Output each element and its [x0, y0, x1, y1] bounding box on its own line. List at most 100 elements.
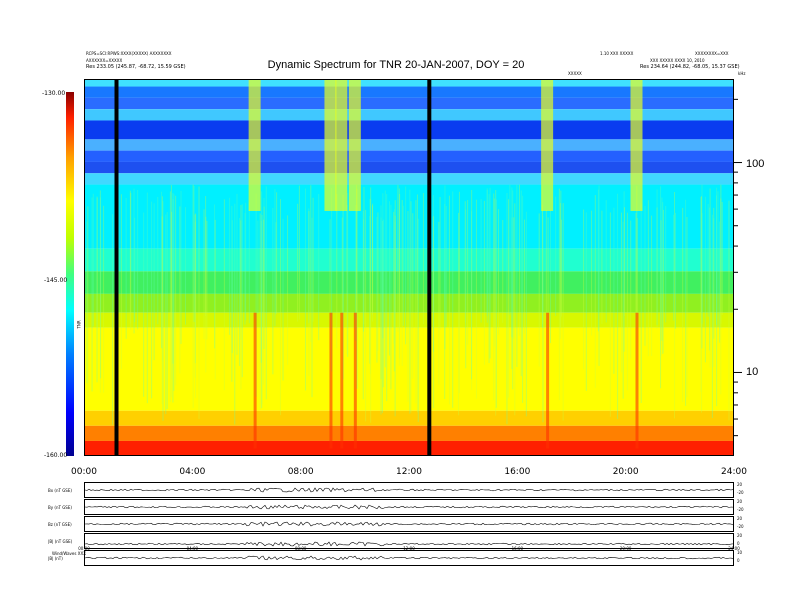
texture-line [240, 205, 242, 390]
burst-core-5 [635, 312, 639, 449]
texture-line [661, 197, 663, 341]
texture-line [308, 211, 310, 376]
texture-line [193, 185, 195, 322]
texture-line [275, 222, 277, 315]
spectrum-band-2 [84, 97, 734, 110]
texture-line [157, 196, 159, 325]
texture-line [263, 206, 265, 328]
texture-line [231, 205, 233, 382]
texture-line [394, 221, 396, 417]
spectrum-band-9 [84, 184, 734, 249]
subpanel-x-tick: 16:00 [511, 546, 524, 551]
spectrum-band-10 [84, 248, 734, 272]
texture-line [356, 184, 358, 379]
texture-line [365, 209, 367, 422]
texture-line [583, 209, 585, 370]
texture-line [206, 220, 208, 340]
texture-line [601, 210, 603, 324]
texture-line [558, 188, 560, 401]
texture-line [192, 184, 194, 408]
spectrum-band-16 [84, 425, 734, 441]
texture-line [682, 207, 684, 403]
texture-line [720, 198, 722, 395]
x-tick-label: 00:00 [71, 467, 97, 477]
spectrum-band-6 [84, 150, 734, 162]
texture-line [198, 186, 200, 419]
texture-line [297, 203, 299, 322]
texture-line [331, 187, 333, 372]
texture-line [402, 205, 404, 326]
burst-4 [541, 79, 554, 211]
texture-line [439, 197, 441, 331]
texture-line [129, 190, 131, 324]
texture-line [613, 207, 615, 374]
texture-line [506, 192, 508, 425]
texture-line [617, 193, 619, 420]
texture-line [665, 205, 667, 323]
texture-line [308, 208, 310, 324]
texture-line [480, 199, 482, 323]
texture-line [214, 219, 216, 380]
texture-line [194, 221, 196, 364]
texture-line [180, 190, 182, 344]
texture-line [161, 191, 163, 349]
spectrum-band-3 [84, 109, 734, 121]
texture-line [363, 219, 365, 332]
texture-line [651, 215, 653, 356]
subpanel-x-tick: 08:00 [294, 546, 307, 551]
x-tick-label: 20:00 [612, 467, 639, 477]
subpanel-x-tick: 04:00 [186, 546, 199, 551]
texture-line [380, 217, 382, 380]
texture-line [598, 185, 600, 366]
texture-line [498, 209, 500, 335]
texture-line [84, 202, 86, 365]
texture-line [560, 219, 562, 317]
texture-line [594, 195, 596, 388]
texture-line [248, 202, 250, 324]
subpanel-tick: 20 [737, 482, 743, 487]
texture-line [452, 191, 454, 408]
texture-line [609, 212, 611, 417]
texture-line [716, 187, 718, 407]
texture-line [261, 191, 263, 409]
texture-line [550, 208, 552, 344]
texture-line [287, 215, 289, 365]
texture-line [372, 205, 374, 315]
subpanel-x-tick: 12:00 [403, 546, 415, 551]
texture-line [630, 220, 632, 359]
texture-line [169, 191, 171, 402]
texture-line [380, 205, 382, 415]
texture-line [96, 196, 98, 383]
subpanel-tick: -20 [737, 524, 744, 529]
texture-line [125, 197, 127, 339]
texture-line [172, 193, 174, 364]
subpanel-label: Bx (nT GSE) [48, 488, 72, 493]
texture-line [257, 220, 259, 314]
spectrum-band-7 [84, 161, 734, 174]
burst-core-2 [340, 312, 344, 449]
texture-line [234, 203, 236, 425]
spectrum-band-17 [84, 440, 734, 456]
subpanel-line [84, 541, 734, 547]
texture-line [245, 202, 247, 321]
subpanel-trace-3 [84, 541, 734, 547]
texture-line [86, 221, 88, 384]
texture-line [716, 195, 718, 325]
spectrum-band-15 [84, 410, 734, 426]
texture-line [591, 210, 593, 336]
texture-line [239, 217, 241, 366]
texture-line [545, 209, 547, 320]
texture-line [624, 207, 626, 316]
texture-line [130, 192, 132, 331]
texture-line [229, 197, 231, 335]
texture-line [363, 187, 365, 325]
texture-line [433, 215, 435, 409]
texture-line [318, 194, 320, 341]
texture-line [495, 199, 497, 408]
texture-line [673, 214, 675, 321]
texture-line [513, 217, 515, 339]
texture-line [514, 203, 516, 416]
subpanel-label: |B| (nT) [48, 556, 63, 561]
texture-line [356, 205, 358, 389]
texture-line [483, 200, 485, 365]
